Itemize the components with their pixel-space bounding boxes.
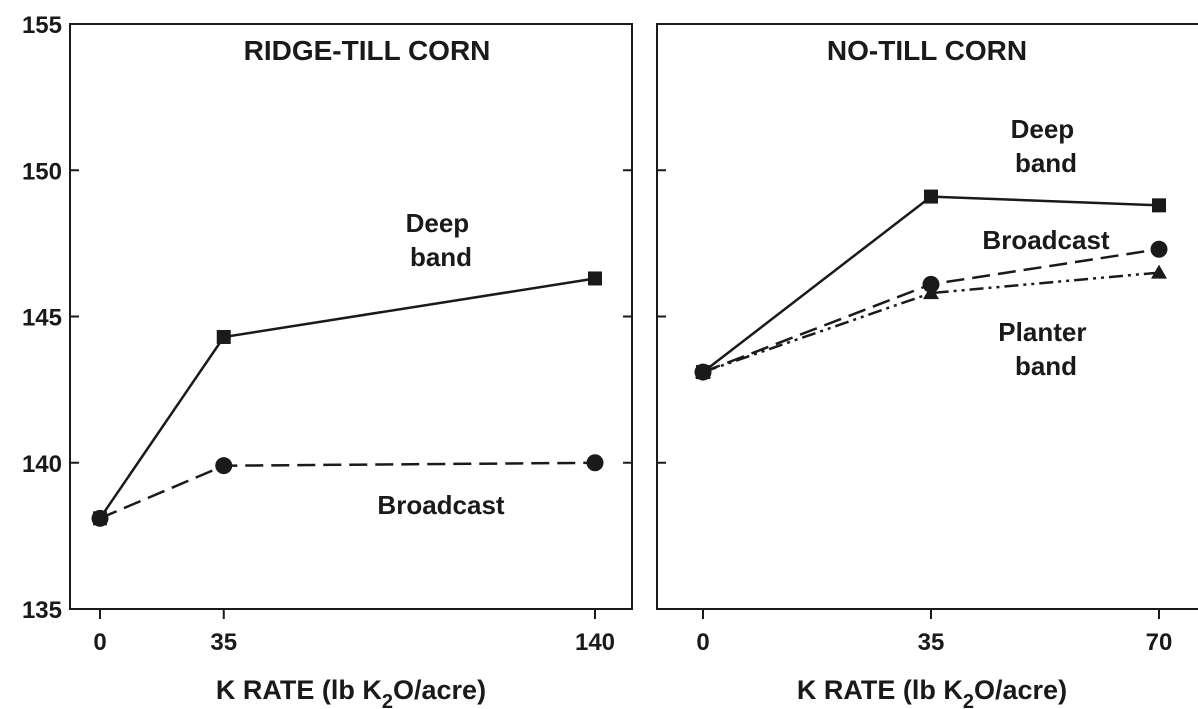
x-axis-ticks: 0 35 70	[696, 609, 1172, 656]
no-till-panel: NO-TILL CORN 0 35 70 Deep band Broadcast P…	[656, 23, 1198, 709]
y-tick-label: 155	[22, 12, 62, 39]
no-till-deep-band-label: Deep band	[1011, 114, 1082, 178]
broadcast-line	[99, 461, 596, 520]
broadcast-line	[702, 247, 1160, 374]
deep-band-label-line1: Deep	[406, 208, 470, 238]
deep-band-label-line2: band	[410, 242, 472, 272]
no-till-plot-frame	[656, 23, 1198, 610]
x-axis-label-subscript: 2	[963, 691, 974, 709]
x-axis-label-suffix: O/acre)	[974, 675, 1067, 705]
x-axis-label-prefix: K RATE (lb K	[216, 675, 382, 705]
x-tick-label: 0	[93, 629, 106, 656]
y-axis-ticks	[657, 23, 666, 610]
deep-band-line	[98, 277, 596, 520]
x-axis-ticks: 0 35 140	[93, 609, 615, 656]
no-till-planter-band-label: Planter band	[998, 317, 1093, 381]
series-layer	[91, 271, 604, 527]
ridge-till-x-axis-label: K RATE (lb K2O/acre)	[216, 675, 486, 709]
y-tick-label: 150	[22, 158, 62, 185]
x-axis-label-prefix: K RATE (lb K	[797, 675, 963, 705]
deep-band-marker	[924, 189, 938, 204]
x-tick-label: 140	[575, 629, 615, 656]
broadcast-marker	[1150, 240, 1168, 258]
deep-band-marker	[216, 329, 231, 344]
deep-band-label-line2: band	[1015, 148, 1077, 178]
no-till-x-axis-label: K RATE (lb K2O/acre)	[797, 675, 1067, 709]
planter-band-label-line2: band	[1015, 351, 1077, 381]
ridge-till-deep-band-label: Deep band	[406, 208, 477, 272]
deep-band-marker	[588, 271, 602, 286]
y-axis-ticks: 135 140 145 150 155	[22, 12, 632, 624]
broadcast-marker	[922, 275, 940, 293]
broadcast-marker	[586, 454, 604, 472]
planter-band-line	[702, 271, 1160, 374]
planter-band-label-line1: Planter	[998, 317, 1086, 347]
y-tick-label: 140	[22, 451, 62, 478]
x-tick-label: 70	[1146, 629, 1173, 656]
deep-band-label-line1: Deep	[1011, 114, 1075, 144]
ridge-till-broadcast-label: Broadcast	[377, 490, 504, 520]
broadcast-marker	[91, 509, 109, 527]
series-layer	[694, 189, 1168, 381]
planter-band-marker	[923, 285, 939, 300]
planter-band-marker	[695, 364, 711, 379]
x-axis-label-suffix: O/acre)	[393, 675, 486, 705]
planter-band-marker	[1151, 264, 1167, 279]
broadcast-marker	[215, 457, 233, 475]
y-tick-label: 145	[22, 305, 62, 332]
x-tick-label: 0	[696, 629, 709, 656]
y-tick-label: 135	[22, 597, 62, 624]
x-tick-label: 35	[918, 629, 945, 656]
deep-band-marker	[1152, 198, 1166, 213]
ridge-till-panel: RIDGE-TILL CORN 135 140 145 150 155 0 35 140 D…	[22, 12, 633, 709]
x-tick-label: 35	[210, 629, 237, 656]
x-axis-label-subscript: 2	[382, 691, 393, 709]
no-till-title: NO-TILL CORN	[827, 35, 1027, 66]
no-till-broadcast-label: Broadcast	[982, 225, 1109, 255]
ridge-till-title: RIDGE-TILL CORN	[244, 35, 491, 66]
